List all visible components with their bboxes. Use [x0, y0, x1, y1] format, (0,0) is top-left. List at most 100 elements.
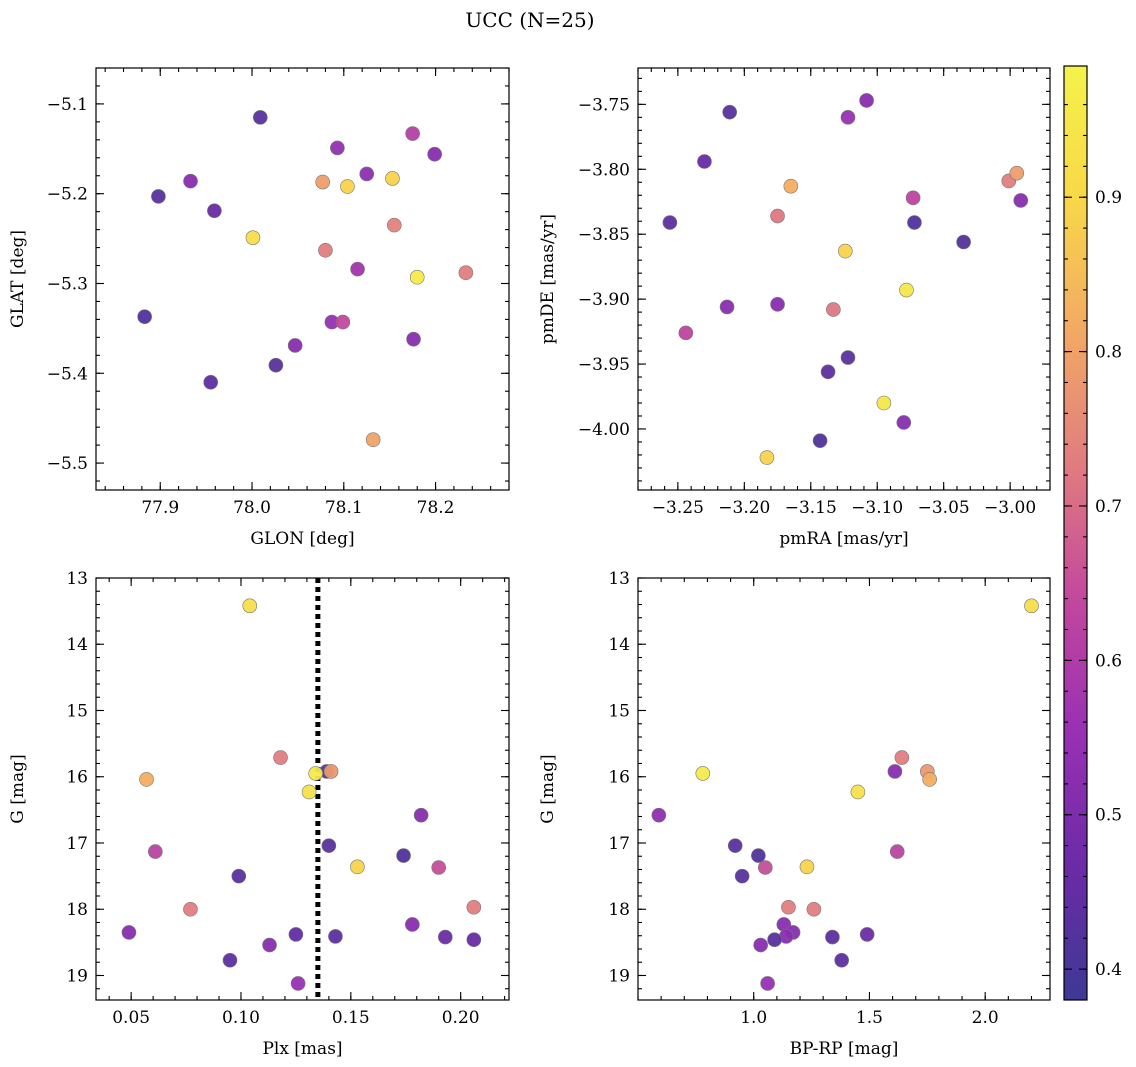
scatter-point	[887, 764, 903, 779]
x-tick-label: 78.0	[233, 498, 271, 518]
scatter-point	[859, 93, 874, 108]
scatter-point	[386, 217, 402, 233]
x-tick-label: 1.5	[856, 1008, 883, 1028]
scatter-point	[203, 374, 219, 390]
scatter-point	[405, 917, 420, 932]
scatter-point	[340, 179, 355, 194]
x-tick-label: 2.0	[972, 1008, 999, 1028]
x-tick-label: 1.0	[740, 1008, 767, 1028]
colorbar-tick-label: 0.9	[1095, 188, 1122, 208]
scatter-point	[922, 772, 937, 787]
y-tick-label: −5.2	[47, 185, 88, 205]
colorbar-tick-label: 0.8	[1095, 343, 1122, 363]
x-tick-label: 0.05	[112, 1008, 150, 1028]
scatter-point	[466, 899, 482, 915]
y-tick-label: −3.95	[578, 355, 630, 375]
scatter-point	[301, 784, 317, 800]
scatter-point	[137, 309, 152, 325]
x-tick-label: −3.05	[918, 498, 970, 518]
scatter-point	[759, 450, 775, 465]
scatter-point	[760, 976, 775, 991]
scatter-point	[151, 189, 166, 204]
scatter-point	[695, 766, 711, 781]
colorbar-fill	[1064, 66, 1087, 1000]
scatter-point	[876, 395, 892, 411]
y-tick-label: −3.75	[578, 95, 630, 115]
x-tick-label: 78.1	[325, 498, 363, 518]
scatter-point	[1024, 598, 1039, 614]
figure-title: UCC (N=25)	[465, 8, 594, 32]
scatter-point	[328, 929, 343, 944]
scatter-point	[466, 932, 482, 948]
y-tick-label: 15	[608, 701, 630, 721]
y-tick-label: 13	[608, 569, 630, 589]
scatter-point	[859, 927, 875, 942]
scatter-point	[323, 764, 339, 779]
y-tick-label: −5.1	[47, 95, 88, 115]
scatter-point	[751, 848, 766, 863]
scatter-point	[781, 899, 796, 915]
axes-frame	[637, 577, 1051, 1001]
y-tick-label: 18	[66, 900, 88, 920]
scatter-point	[242, 598, 258, 614]
scatter-point	[806, 901, 822, 917]
scatter-point	[840, 350, 856, 365]
scatter-point	[894, 750, 910, 765]
scatter-point	[651, 807, 667, 823]
x-axis-label: GLON [deg]	[250, 529, 354, 549]
scatter-point	[262, 937, 277, 953]
y-tick-label: −4.00	[578, 420, 630, 440]
y-axis-label: G [mag]	[538, 754, 558, 823]
scatter-point	[396, 848, 411, 863]
y-tick-label: 17	[66, 834, 88, 854]
scatter-point	[365, 432, 381, 448]
scatter-point	[385, 171, 400, 186]
y-tick-label: 18	[608, 900, 630, 920]
y-tick-label: 14	[608, 635, 630, 655]
x-tick-label: −3.25	[652, 498, 704, 518]
scatter-point	[245, 230, 261, 245]
scatter-point	[409, 269, 425, 285]
scatter-point	[273, 750, 288, 765]
panel-4: 1.0 1.5 2.0 13 14 15 16 17 18 19 BP-RP [mag] G [mag…	[538, 569, 1051, 1059]
scatter-point	[727, 838, 743, 853]
scatter-point	[905, 190, 921, 206]
colorbar-tick-label: 0.5	[1095, 806, 1122, 826]
panels: 77.9 78.0 78.1 78.2 −5.1 −5.2 −5.3 −5.4 −5.5 GLON…	[8, 67, 1051, 1059]
scatter-point	[767, 932, 782, 948]
scatter-point	[359, 166, 375, 182]
scatter-point	[437, 929, 453, 945]
scatter-point	[290, 976, 306, 991]
axes-frame	[637, 67, 1051, 491]
scatter-point	[148, 844, 163, 859]
scatter-point	[753, 937, 768, 953]
colorbar: 0.4 0.5 0.6 0.7 0.8 0.9	[1063, 65, 1122, 1001]
scatter-point	[350, 859, 365, 875]
scatter-point	[139, 772, 154, 787]
scatter-point	[826, 302, 841, 317]
scatter-point	[838, 243, 853, 259]
scatter-point	[335, 314, 351, 330]
y-tick-label: −3.90	[578, 290, 630, 310]
scatter-point	[308, 766, 323, 781]
scatter-point	[834, 952, 849, 968]
axes-frame	[95, 577, 510, 1001]
y-tick-label: 15	[66, 701, 88, 721]
scatter-point	[405, 126, 420, 141]
scatter-point	[413, 807, 429, 823]
scatter-point	[321, 838, 337, 853]
scatter-point	[783, 178, 799, 194]
scatter-point	[427, 146, 442, 162]
x-axis-label: pmRA [mas/yr]	[779, 529, 908, 549]
scatter-point	[183, 173, 198, 189]
x-tick-label: 77.9	[141, 498, 179, 518]
x-tick-label: 0.20	[442, 1008, 480, 1028]
panel-2: −3.25 −3.20 −3.15 −3.10 −3.05 −3.00 −3.75 −3.80…	[538, 67, 1051, 549]
scatter-point	[1009, 165, 1025, 181]
scatter-point	[662, 215, 678, 230]
axes-frame	[95, 67, 510, 491]
y-tick-label: −5.5	[47, 454, 88, 474]
x-axis-label: Plx [mas]	[262, 1039, 342, 1059]
scatter-point	[889, 844, 905, 859]
